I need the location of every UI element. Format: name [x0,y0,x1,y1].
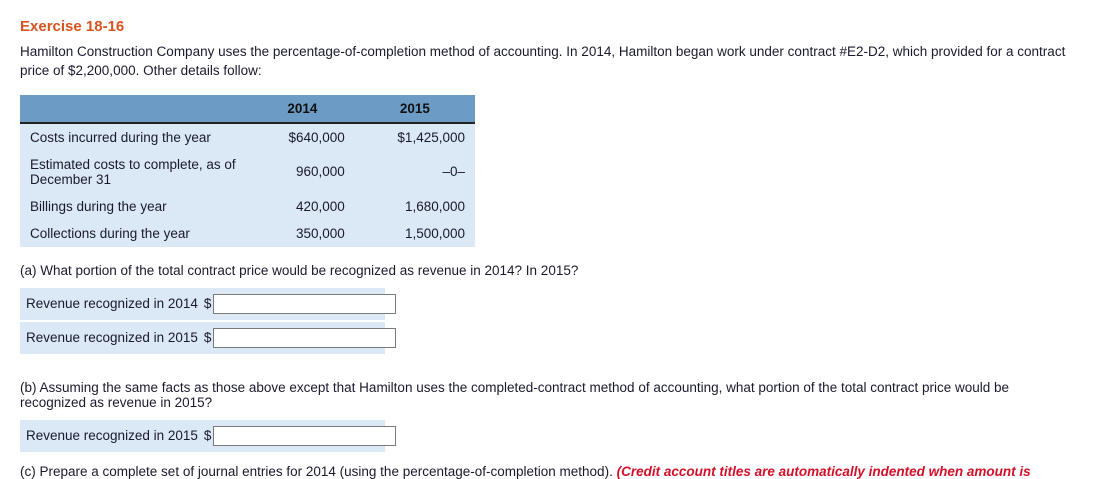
row-value-2014: 350,000 [250,220,355,247]
row-label: Billings during the year [20,193,250,220]
part-b-currency-2015: $ [204,428,212,443]
row-value-2015: –0– [355,151,475,193]
part-b-input-2015[interactable] [213,426,396,446]
table-row-estimated-costs: Estimated costs to complete, as of Decem… [20,151,475,193]
part-c-prompt-red: (Credit account titles are automatically… [617,464,1031,479]
part-a-prompt: (a) What portion of the total contract p… [20,263,1097,278]
part-c-prompt-black: (c) Prepare a complete set of journal en… [20,464,613,479]
table-row-billings: Billings during the year 420,000 1,680,0… [20,193,475,220]
part-a-label-2014: Revenue recognized in 2014 [26,296,198,311]
exercise-title: Exercise 18-16 [20,18,1097,35]
row-label: Costs incurred during the year [20,123,250,151]
contract-details-table: 2014 2015 Costs incurred during the year… [20,95,475,247]
table-row-costs-incurred: Costs incurred during the year $640,000 … [20,123,475,151]
row-label: Collections during the year [20,220,250,247]
part-b-label-2015: Revenue recognized in 2015 [26,428,198,443]
part-a-row-2014: Revenue recognized in 2014 $ [20,288,385,320]
part-a-currency-2014: $ [204,296,212,311]
part-a-input-2014[interactable] [213,294,396,314]
row-value-2015: 1,500,000 [355,220,475,247]
row-value-2015: $1,425,000 [355,123,475,151]
row-value-2014: $640,000 [250,123,355,151]
row-value-2014: 420,000 [250,193,355,220]
table-header-2014: 2014 [250,95,355,123]
part-a-currency-2015: $ [204,330,212,345]
part-b-row-2015: Revenue recognized in 2015 $ [20,420,385,452]
row-label: Estimated costs to complete, as of Decem… [20,151,250,193]
part-b-prompt: (b) Assuming the same facts as those abo… [20,380,1097,410]
intro-paragraph: Hamilton Construction Company uses the p… [20,43,1097,81]
part-c-prompt: (c) Prepare a complete set of journal en… [20,464,1097,479]
table-row-collections: Collections during the year 350,000 1,50… [20,220,475,247]
part-a-row-2015: Revenue recognized in 2015 $ [20,322,385,354]
part-a-label-2015: Revenue recognized in 2015 [26,330,198,345]
part-a-input-2015[interactable] [213,328,396,348]
table-corner-header [20,95,250,123]
table-header-2015: 2015 [355,95,475,123]
row-value-2015: 1,680,000 [355,193,475,220]
row-value-2014: 960,000 [250,151,355,193]
